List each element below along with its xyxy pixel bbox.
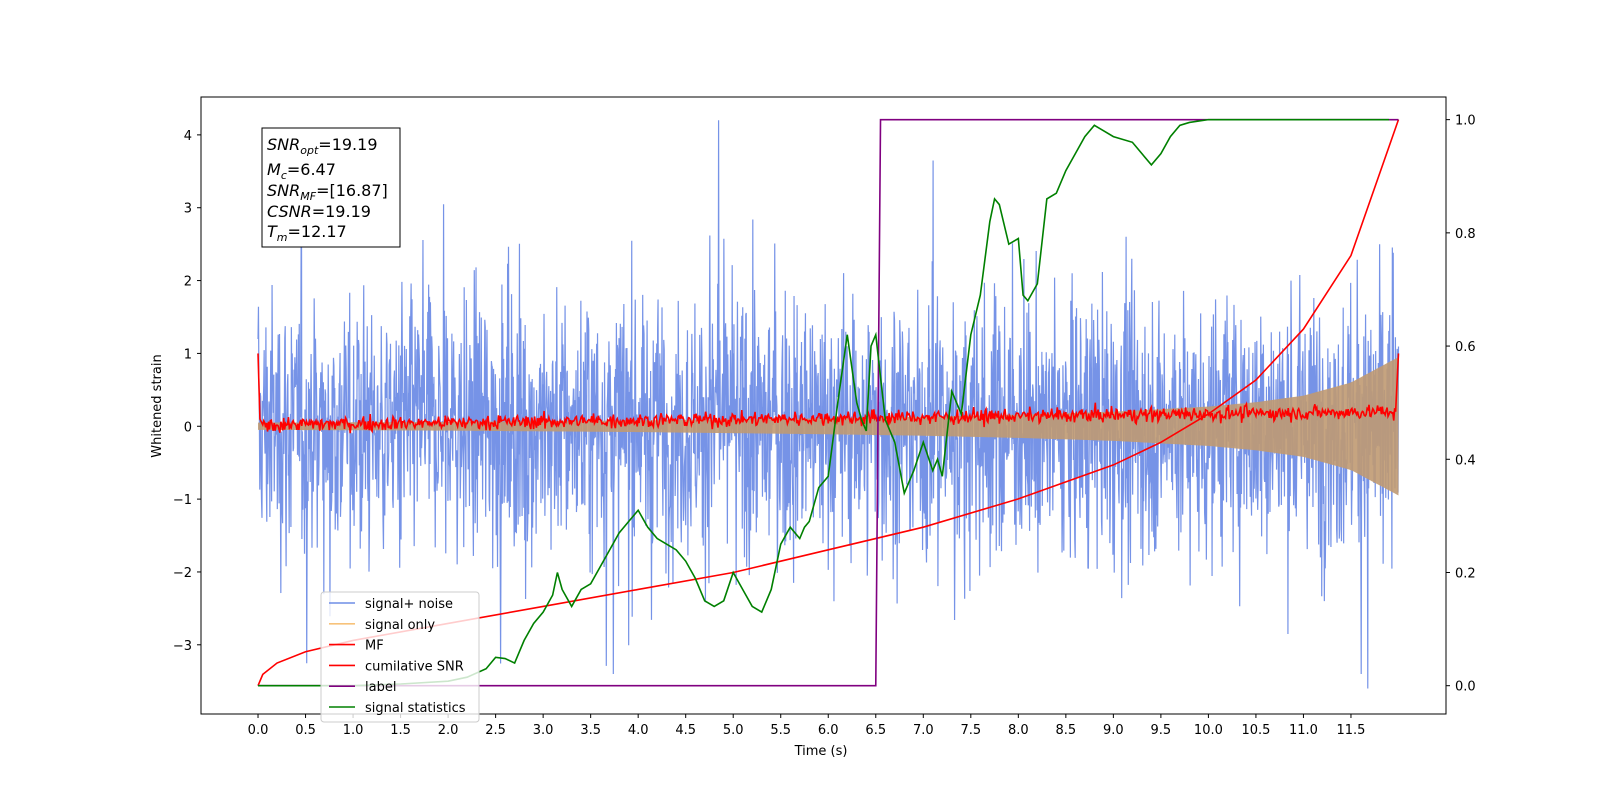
series-signal-statistics bbox=[258, 118, 1389, 687]
y-tick-label: −1 bbox=[173, 493, 192, 508]
y-tick-label: 3 bbox=[184, 202, 192, 217]
y-tick-label: −2 bbox=[173, 566, 192, 581]
legend-entry: label bbox=[365, 680, 396, 695]
y2-tick-label: 0.6 bbox=[1455, 340, 1476, 355]
x-tick-label: 6.0 bbox=[818, 723, 839, 738]
x-tick-label: 5.0 bbox=[723, 723, 744, 738]
x-tick-label: 3.5 bbox=[580, 723, 601, 738]
plot-frame bbox=[200, 96, 1447, 715]
y2-tick-label: 0.2 bbox=[1455, 566, 1476, 581]
x-tick-label: 11.0 bbox=[1289, 723, 1318, 738]
x-tick-label: 2.0 bbox=[438, 723, 459, 738]
y2-tick-label: 0.0 bbox=[1455, 680, 1476, 695]
y-tick-label: −3 bbox=[173, 639, 192, 654]
x-tick-label: 0.0 bbox=[248, 723, 269, 738]
y2-tick-label: 1.0 bbox=[1455, 114, 1476, 129]
x-axis: 0.0 0.5 1.0 1.5 2.0 2.5 3.0 3.5 4.0 4.5 5.0 5.5 6.0 6… bbox=[248, 714, 1365, 738]
x-tick-label: 8.5 bbox=[1056, 723, 1077, 738]
series-signal-only bbox=[258, 357, 1399, 496]
x-tick-label: 7.5 bbox=[960, 723, 981, 738]
annotation-frame bbox=[261, 127, 401, 248]
annotation-mc: Mc=6.47 bbox=[267, 160, 336, 182]
x-tick-label: 4.5 bbox=[675, 723, 696, 738]
x-tick-label: 4.0 bbox=[628, 723, 649, 738]
annotation-box: SNRopt=19.19 Mc=6.47 SNRMF=[16.87] CSNR=… bbox=[261, 127, 401, 248]
x-tick-label: 3.0 bbox=[533, 723, 554, 738]
legend-frame bbox=[320, 591, 480, 723]
y-tick-label: 0 bbox=[184, 420, 192, 435]
annotation-snr-opt: SNRopt=19.19 bbox=[267, 135, 378, 157]
x-tick-label: 6.5 bbox=[865, 723, 886, 738]
y-axis-right: 0.0 0.2 0.4 0.6 0.8 1.0 bbox=[1446, 114, 1476, 695]
x-tick-label: 11.5 bbox=[1336, 723, 1365, 738]
x-tick-label: 2.5 bbox=[485, 723, 506, 738]
x-tick-label: 8.0 bbox=[1008, 723, 1029, 738]
annotation-csnr: CSNR=19.19 bbox=[267, 202, 371, 221]
series-label bbox=[258, 118, 1399, 687]
legend-entry: signal+ noise bbox=[365, 597, 453, 612]
x-tick-label: 10.5 bbox=[1241, 723, 1270, 738]
y-axis-label: Whitened strain bbox=[150, 354, 165, 457]
annotation-snr-mf: SNRMF=[16.87] bbox=[267, 181, 388, 203]
x-tick-label: 5.5 bbox=[770, 723, 791, 738]
annotation-tm: Tm=12.17 bbox=[267, 222, 347, 244]
legend-entry: signal statistics bbox=[365, 701, 466, 716]
y-tick-label: 4 bbox=[184, 129, 192, 144]
legend-entry: cumilative SNR bbox=[365, 659, 464, 674]
y2-tick-label: 0.4 bbox=[1455, 453, 1476, 468]
x-axis-label: Time (s) bbox=[794, 744, 848, 759]
y2-tick-label: 0.8 bbox=[1455, 227, 1476, 242]
y-tick-label: 2 bbox=[184, 275, 192, 290]
legend-entry: signal only bbox=[365, 618, 435, 633]
x-tick-label: 9.5 bbox=[1151, 723, 1172, 738]
x-tick-label: 9.0 bbox=[1103, 723, 1124, 738]
x-tick-label: 0.5 bbox=[295, 723, 316, 738]
legend: signal+ noise signal only MF cumilative SNR… bbox=[320, 591, 480, 723]
x-tick-label: 10.0 bbox=[1194, 723, 1223, 738]
y-tick-label: 1 bbox=[184, 347, 192, 362]
y-axis-left: −3 −2 −1 0 1 2 3 4 bbox=[173, 129, 201, 654]
series-cumilative-snr bbox=[257, 119, 1400, 687]
x-tick-label: 1.5 bbox=[390, 723, 411, 738]
legend-entry: MF bbox=[365, 639, 384, 654]
x-tick-label: 1.0 bbox=[343, 723, 364, 738]
x-tick-label: 7.0 bbox=[913, 723, 934, 738]
series-layer bbox=[257, 118, 1400, 689]
